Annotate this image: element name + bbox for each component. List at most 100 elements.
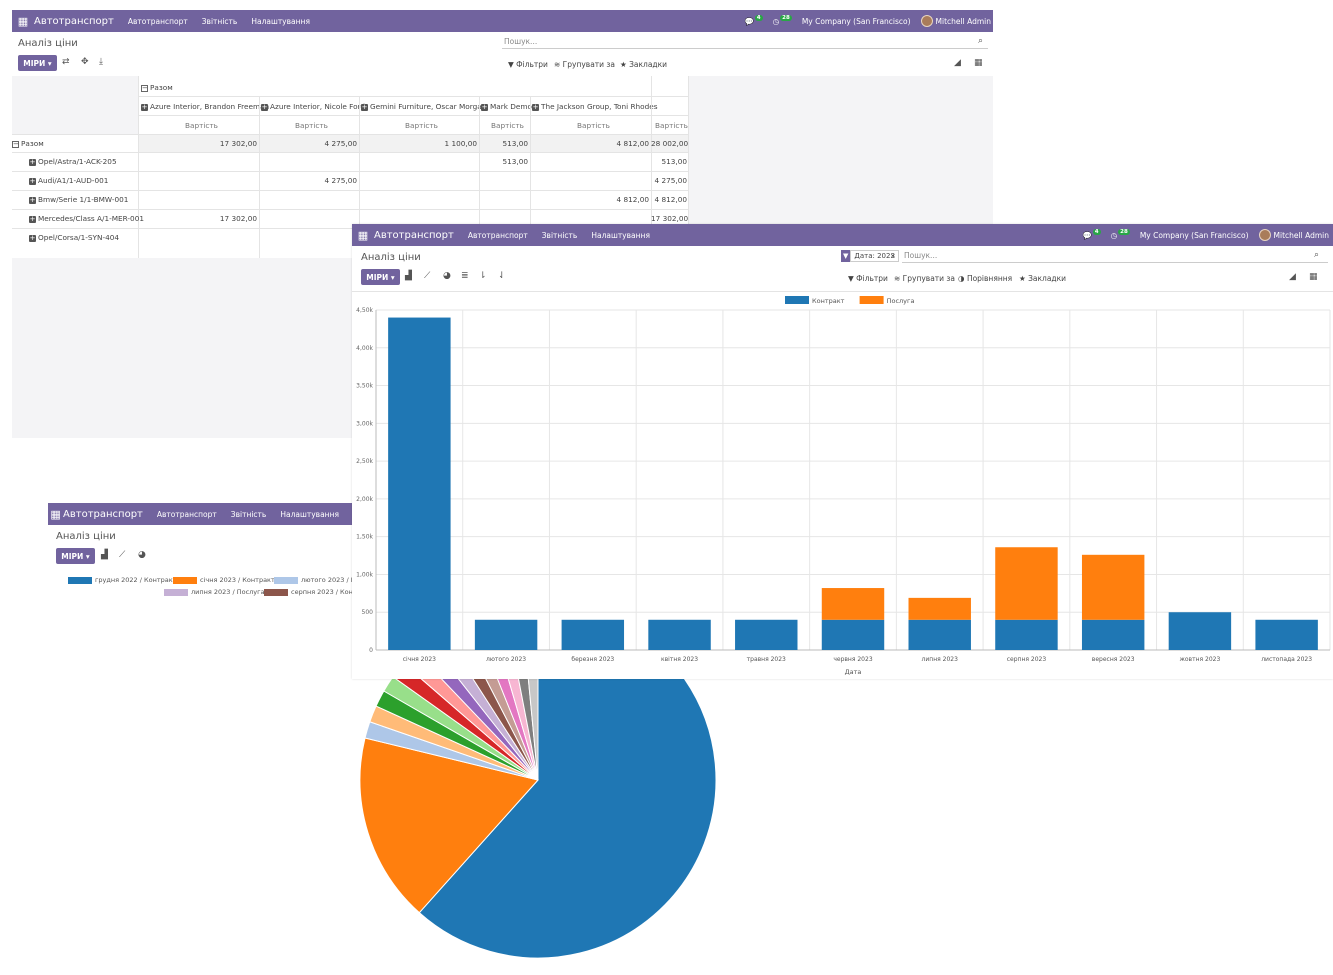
pivot-cell[interactable]: 513,00	[502, 157, 528, 166]
legend-item[interactable]: Контракт	[785, 296, 845, 305]
legend-item[interactable]: липня 2023 / Послуга	[164, 588, 265, 596]
pivot-col-header[interactable]: + Gemini Furniture, Oscar Morgan	[361, 102, 486, 111]
pivot-cell[interactable]: 513,00	[661, 157, 687, 166]
pivot-cell[interactable]: 4 275,00	[654, 176, 688, 185]
messages-icon[interactable]: 💬 4	[1082, 229, 1101, 240]
filters-button[interactable]: ▼ Фільтри	[508, 60, 548, 69]
pivot-row-header[interactable]: + Opel/Corsa/1-SYN-404	[29, 233, 119, 242]
pivot-cell[interactable]: 4 812,00	[654, 195, 688, 204]
remove-facet-icon[interactable]: ×	[889, 252, 896, 260]
compare-button[interactable]: ◑ Порівняння	[958, 274, 1013, 283]
bookmarks-button[interactable]: ★ Закладки	[620, 60, 668, 69]
search-icon[interactable]: ⌕	[1314, 250, 1320, 260]
graph-view-icon[interactable]: ◢	[954, 58, 961, 68]
pivot-col-header[interactable]: + The Jackson Group, Toni Rhodes	[532, 102, 658, 111]
pivot-col-header[interactable]: + Mark Demo	[481, 102, 532, 111]
download-icon[interactable]: ⤓	[99, 57, 103, 67]
pivot-row-header[interactable]: + Opel/Astra/1-ACK-205	[29, 157, 117, 166]
line-chart-icon[interactable]: ⟋	[424, 271, 431, 281]
legend-item[interactable]: лютого 2023 / Ко	[274, 576, 353, 584]
menu-item-settings[interactable]: Налаштування	[591, 230, 650, 240]
pivot-view-icon[interactable]: ▦	[1309, 272, 1318, 282]
pie-chart-icon[interactable]: ◕	[443, 271, 451, 281]
menu-item-reporting[interactable]: Звітність	[201, 16, 238, 26]
pie-slice[interactable]	[418, 640, 717, 959]
bar[interactable]	[908, 619, 971, 650]
search-icon[interactable]: ⌕	[978, 36, 984, 46]
bar-chart-icon[interactable]: ▟	[101, 550, 108, 560]
group-by-button[interactable]: ≋ Групувати за	[554, 60, 616, 69]
bar[interactable]	[821, 588, 885, 620]
pivot-view-icon[interactable]: ▦	[974, 58, 983, 68]
pivot-cell[interactable]: 4 812,00	[616, 195, 650, 204]
bar[interactable]	[1255, 619, 1318, 650]
measures-button[interactable]: МІРИ ▾	[56, 548, 95, 564]
bar[interactable]	[1168, 612, 1232, 650]
line-chart-icon[interactable]: ⟋	[119, 550, 126, 560]
filters-button[interactable]: ▼ Фільтри	[848, 274, 888, 283]
bar[interactable]	[821, 619, 885, 650]
graph-view-icon[interactable]: ◢	[1289, 272, 1296, 282]
app-name[interactable]: Автотранспорт	[34, 15, 114, 27]
bar[interactable]	[995, 619, 1058, 650]
measures-button[interactable]: МІРИ ▾	[361, 269, 400, 285]
pivot-cell[interactable]: 17 302,00	[651, 214, 689, 223]
apps-grid-icon[interactable]: ▦	[357, 228, 369, 242]
menu-item-fleet[interactable]: Автотранспорт	[467, 230, 528, 240]
bar[interactable]	[1081, 554, 1145, 620]
pivot-cell[interactable]: 513,00	[502, 139, 528, 148]
pie-chart-icon[interactable]: ◕	[138, 550, 146, 560]
legend-item[interactable]: Послуга	[859, 296, 915, 305]
search-facet[interactable]: ▼ Дата: 2023 ×	[841, 250, 902, 262]
bar[interactable]	[995, 547, 1058, 620]
expand-all-icon[interactable]: ✥	[81, 57, 89, 67]
pivot-cell[interactable]: 17 302,00	[219, 214, 257, 223]
menu-item-reporting[interactable]: Звітність	[230, 509, 267, 519]
menu-item-fleet[interactable]: Автотранспорт	[127, 16, 188, 26]
apps-grid-icon[interactable]: ▦	[50, 507, 61, 521]
measures-button[interactable]: МІРИ ▾	[18, 55, 57, 71]
pivot-cell[interactable]: 4 275,00	[324, 176, 358, 185]
pivot-cell[interactable]: 28 002,00	[651, 139, 689, 148]
bar-chart-icon[interactable]: ▟	[405, 271, 412, 281]
flip-axis-icon[interactable]: ⇄	[62, 57, 70, 67]
pie-slice[interactable]	[359, 737, 539, 914]
apps-grid-icon[interactable]: ▦	[17, 14, 29, 28]
pivot-row-total-header[interactable]: − Разом	[12, 139, 44, 148]
bar[interactable]	[735, 619, 798, 650]
menu-item-settings[interactable]: Налаштування	[280, 509, 339, 519]
search-input[interactable]: Пошук...	[902, 251, 1328, 263]
company-switcher[interactable]: My Company (San Francisco)	[801, 16, 911, 26]
stacked-icon[interactable]: ≣	[461, 271, 469, 281]
bar[interactable]	[561, 619, 625, 650]
menu-item-settings[interactable]: Налаштування	[251, 16, 310, 26]
search-input[interactable]: Пошук...	[502, 37, 988, 49]
menu-item-reporting[interactable]: Звітність	[541, 230, 578, 240]
messages-icon[interactable]: 💬 4	[744, 15, 763, 26]
bookmarks-button[interactable]: ★ Закладки	[1019, 274, 1067, 283]
bar[interactable]	[388, 317, 451, 650]
pivot-cell[interactable]: 4 275,00	[324, 139, 358, 148]
bar[interactable]	[474, 619, 538, 650]
user-menu[interactable]: Mitchell Admin	[920, 15, 991, 27]
bar[interactable]	[908, 597, 971, 620]
menu-item-fleet[interactable]: Автотранспорт	[156, 509, 217, 519]
pivot-col-total-header[interactable]: − Разом	[141, 83, 173, 92]
sort-desc-icon[interactable]: ⇂	[479, 271, 487, 281]
sort-asc-icon[interactable]: ⇃	[498, 271, 506, 281]
app-name[interactable]: Автотранспорт	[374, 229, 454, 241]
bar[interactable]	[1081, 619, 1145, 650]
legend-item[interactable]: січня 2023 / Контракт	[173, 576, 275, 584]
group-by-button[interactable]: ≋ Групувати за	[894, 274, 956, 283]
activities-icon[interactable]: ◷ 28	[1110, 229, 1130, 240]
pivot-cell[interactable]: 4 812,00	[616, 139, 650, 148]
pivot-col-header[interactable]: + Azure Interior, Nicole Ford	[261, 102, 365, 111]
pivot-col-header[interactable]: + Azure Interior, Brandon Freeman	[141, 102, 269, 111]
activities-icon[interactable]: ◷ 28	[772, 15, 792, 26]
pivot-row-header[interactable]: + Bmw/Serie 1/1-BMW-001	[29, 195, 128, 204]
bar[interactable]	[648, 619, 711, 650]
legend-item[interactable]: грудня 2022 / Контракт	[68, 576, 176, 584]
pivot-row-header[interactable]: + Audi/A1/1-AUD-001	[29, 176, 108, 185]
app-name[interactable]: Автотранспорт	[63, 508, 143, 520]
pivot-cell[interactable]: 1 100,00	[444, 139, 478, 148]
